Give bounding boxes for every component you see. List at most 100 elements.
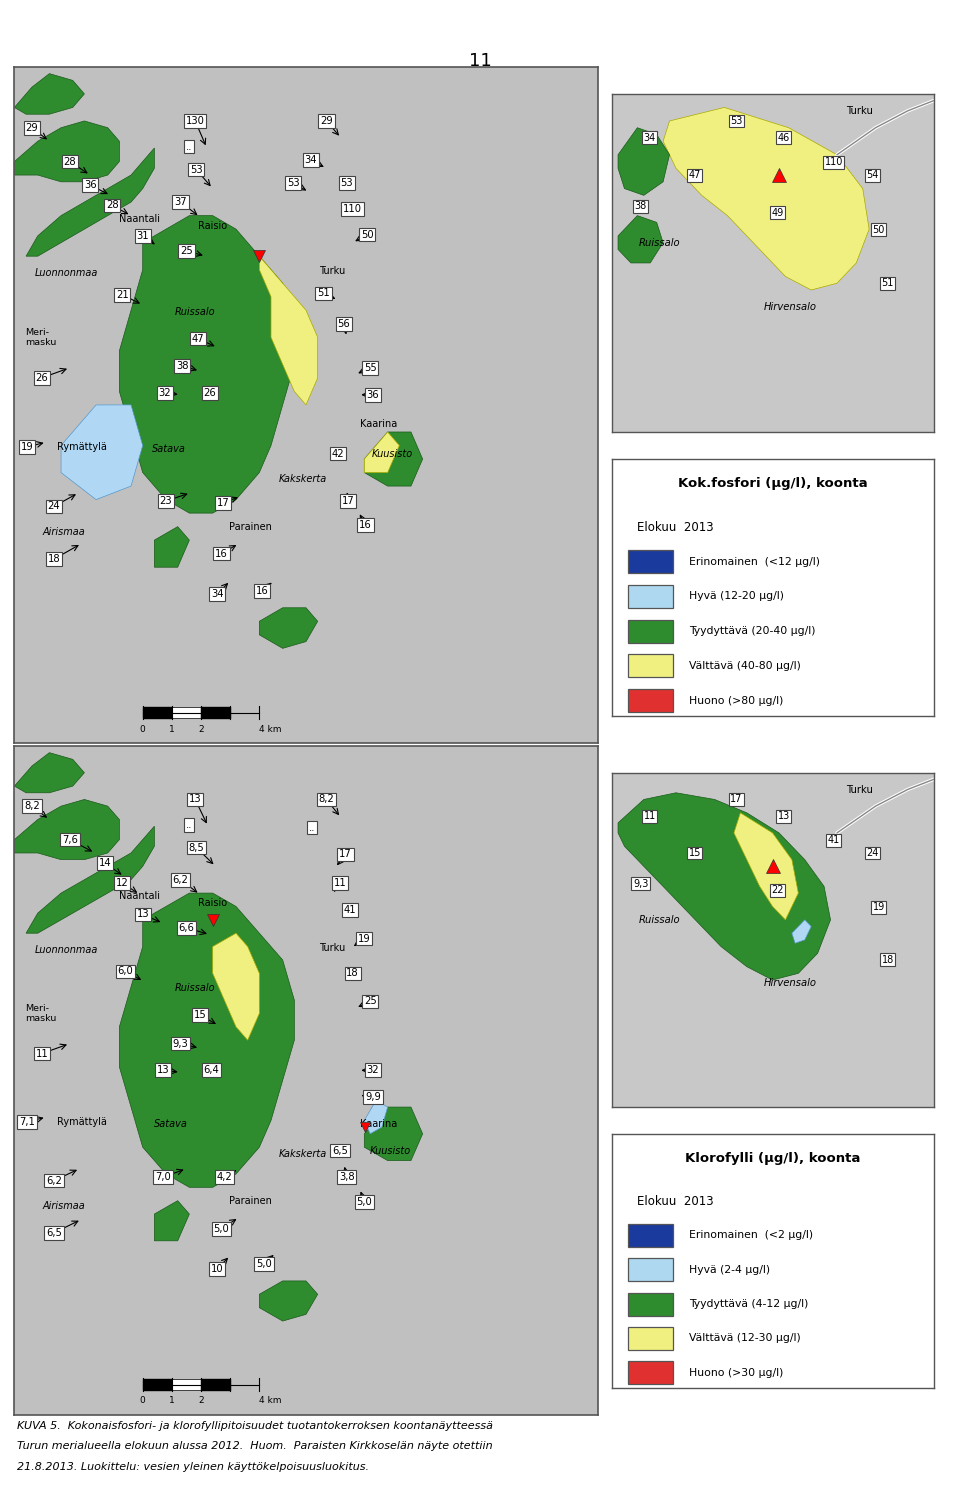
Text: 32: 32 [367, 1065, 379, 1076]
Text: Kakskerta: Kakskerta [279, 474, 327, 484]
Polygon shape [734, 813, 799, 920]
Text: 41: 41 [344, 905, 356, 915]
Text: 21: 21 [116, 290, 129, 300]
Text: 16: 16 [359, 520, 372, 531]
Text: 36: 36 [84, 180, 97, 190]
Bar [628, 585, 673, 608]
Text: 18: 18 [48, 554, 60, 565]
Text: 6,5: 6,5 [332, 1146, 348, 1156]
Text: 5,0: 5,0 [356, 1198, 372, 1207]
Polygon shape [155, 526, 189, 568]
Text: 26: 26 [204, 388, 216, 398]
Text: 9,3: 9,3 [633, 878, 648, 889]
Text: Satava: Satava [152, 444, 186, 453]
Bar [628, 1293, 673, 1315]
Text: 13: 13 [189, 795, 202, 804]
Text: 21.8.2013. Luokittelu: vesien yleinen käyttökelpoisuusluokitus.: 21.8.2013. Luokittelu: vesien yleinen kä… [17, 1462, 370, 1473]
Text: Meri-
masku: Meri- masku [25, 1003, 57, 1024]
Text: Turku: Turku [846, 107, 873, 116]
Text: 7,6: 7,6 [61, 835, 78, 844]
Text: 38: 38 [635, 201, 647, 211]
Text: Kok.fosfori (μg/l), koonta: Kok.fosfori (μg/l), koonta [678, 477, 868, 490]
Text: Erinomainen  (<12 μg/l): Erinomainen (<12 μg/l) [689, 557, 820, 566]
Text: 8,2: 8,2 [319, 795, 334, 804]
Text: Satava: Satava [154, 1119, 187, 1129]
Text: 55: 55 [364, 363, 376, 373]
Text: 37: 37 [175, 198, 187, 207]
Text: 51: 51 [881, 278, 894, 288]
Polygon shape [259, 1281, 318, 1321]
Text: Naantali: Naantali [119, 892, 160, 902]
Text: 6,2: 6,2 [173, 875, 188, 884]
Text: Airismaa: Airismaa [42, 1201, 85, 1211]
Text: 2: 2 [198, 725, 204, 734]
Text: 17: 17 [731, 795, 743, 804]
Text: 31: 31 [136, 230, 149, 241]
Text: 42: 42 [332, 449, 345, 459]
Text: Välttävä (40-80 μg/l): Välttävä (40-80 μg/l) [689, 661, 801, 670]
Text: 11: 11 [36, 1049, 48, 1058]
Polygon shape [259, 608, 318, 648]
Text: 34: 34 [643, 132, 656, 143]
Text: 13: 13 [156, 1065, 169, 1076]
Text: Kaarina: Kaarina [360, 1119, 397, 1129]
Bar [628, 620, 673, 643]
Text: ..: .. [186, 141, 193, 152]
Text: 26: 26 [36, 373, 48, 383]
Text: 54: 54 [866, 169, 878, 180]
Text: KUVA 5.  Kokonaisfosfori- ja klorofyllipitoisuudet tuotantokerroksen koontanäytt: KUVA 5. Kokonaisfosfori- ja klorofyllipi… [17, 1421, 493, 1431]
Polygon shape [26, 826, 155, 933]
Bar [628, 1224, 673, 1247]
Text: 1: 1 [169, 1397, 175, 1406]
Text: 13: 13 [136, 909, 149, 920]
Bar [628, 1327, 673, 1349]
Text: Huono (>80 μg/l): Huono (>80 μg/l) [689, 695, 783, 706]
Text: 56: 56 [338, 319, 350, 328]
Text: 8,5: 8,5 [188, 843, 204, 853]
Text: Tyydyttävä (20-40 μg/l): Tyydyttävä (20-40 μg/l) [689, 626, 815, 636]
Text: 19: 19 [21, 441, 34, 452]
Text: Raisio: Raisio [198, 898, 228, 908]
Bar [628, 550, 673, 574]
Text: 34: 34 [211, 590, 224, 599]
Text: 17: 17 [339, 850, 352, 859]
Text: Hirvensalo: Hirvensalo [764, 302, 817, 312]
Text: Hyvä (2-4 μg/l): Hyvä (2-4 μg/l) [689, 1265, 770, 1275]
Text: 8,2: 8,2 [24, 801, 39, 811]
Bar [628, 1361, 673, 1383]
Bar [628, 690, 673, 712]
Polygon shape [14, 752, 84, 794]
Text: 110: 110 [825, 158, 843, 168]
Text: 18: 18 [881, 955, 894, 964]
Text: 15: 15 [688, 849, 701, 857]
Text: 7,1: 7,1 [19, 1117, 36, 1126]
Text: 25: 25 [364, 997, 376, 1006]
Text: 19: 19 [873, 902, 885, 912]
Text: 51: 51 [317, 288, 330, 299]
Text: 53: 53 [287, 178, 300, 189]
Polygon shape [119, 215, 295, 513]
Bar [628, 1259, 673, 1281]
Text: 36: 36 [367, 389, 379, 400]
Text: Kuusisto: Kuusisto [372, 449, 413, 459]
Text: 130: 130 [185, 116, 204, 126]
Text: 50: 50 [361, 229, 373, 239]
Text: 1: 1 [169, 725, 175, 734]
Text: Hirvensalo: Hirvensalo [764, 978, 817, 988]
Text: Kuusisto: Kuusisto [370, 1146, 411, 1156]
Text: Välttävä (12-30 μg/l): Välttävä (12-30 μg/l) [689, 1333, 801, 1343]
Text: Parainen: Parainen [229, 1196, 272, 1205]
Polygon shape [14, 799, 119, 859]
Text: 6,2: 6,2 [46, 1175, 62, 1186]
Text: Huono (>30 μg/l): Huono (>30 μg/l) [689, 1367, 783, 1378]
Text: Ruissalo: Ruissalo [638, 238, 680, 248]
Text: 0: 0 [140, 725, 146, 734]
Text: 11: 11 [643, 811, 656, 822]
Text: 32: 32 [158, 388, 171, 398]
Text: 53: 53 [731, 116, 743, 126]
Polygon shape [155, 1201, 189, 1241]
Text: Airismaa: Airismaa [42, 528, 85, 536]
Polygon shape [119, 893, 295, 1187]
Text: 29: 29 [26, 123, 38, 132]
Text: ..: .. [308, 823, 315, 832]
